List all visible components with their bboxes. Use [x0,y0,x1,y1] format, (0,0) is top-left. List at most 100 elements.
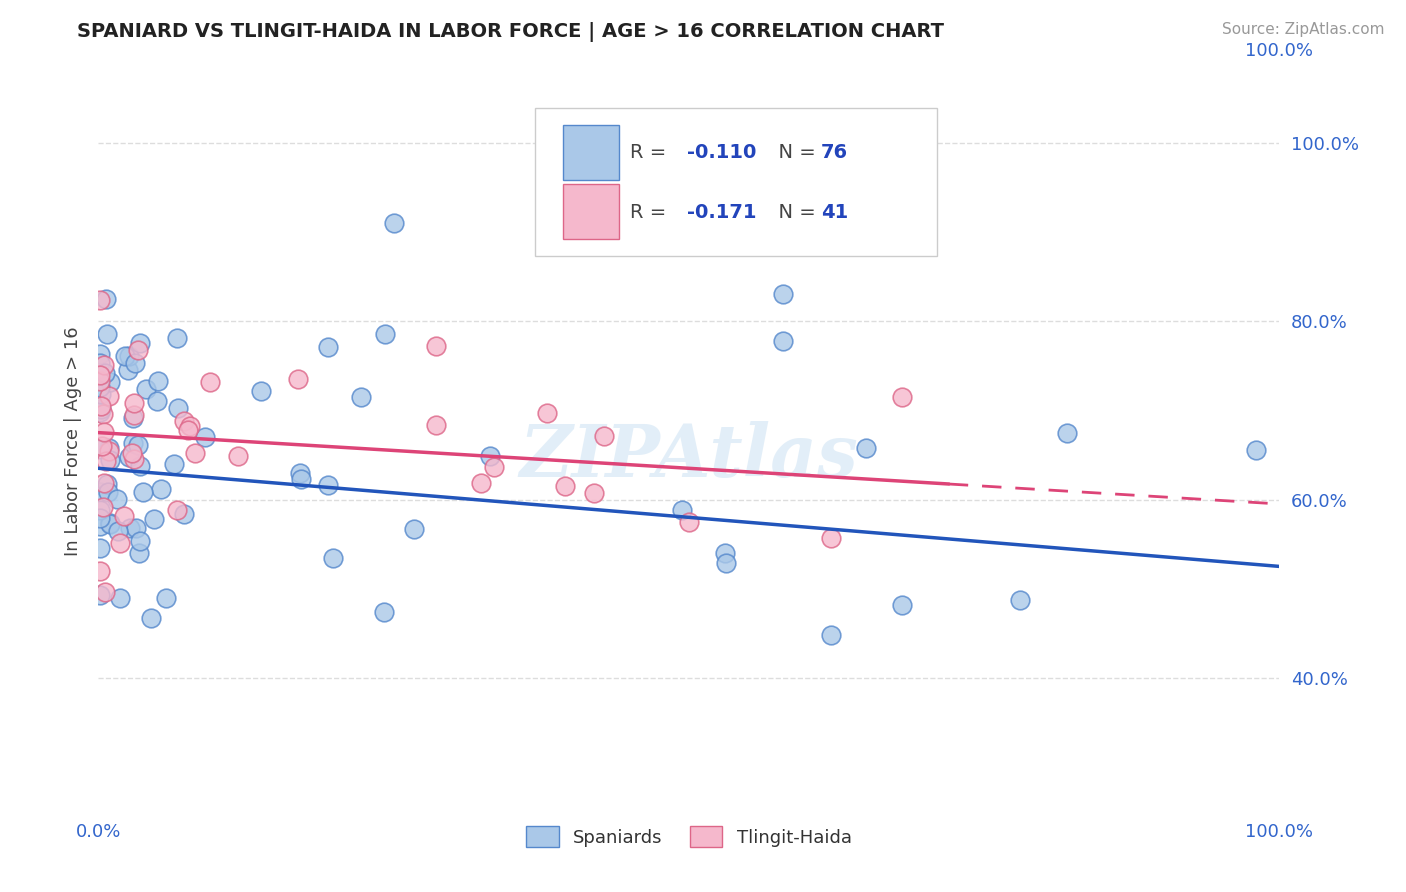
Point [146,393,169,408]
Point [470,475,492,490]
Text: Source: ZipAtlas.com: Source: ZipAtlas.com [1222,22,1385,37]
Point [90,400,112,414]
Point [127,343,149,357]
Point [96,477,118,491]
Point [288,467,311,481]
Point [200,376,222,390]
Point [96,326,118,341]
Point [148,374,170,388]
Point [149,482,172,496]
Point [89,355,111,369]
Point [89,405,111,419]
Point [290,472,312,486]
Point [91,407,114,421]
Point [98,443,121,458]
Point [89,541,111,556]
Point [554,478,576,492]
Point [90,402,112,417]
Point [125,521,148,535]
Point [678,515,700,529]
Point [139,611,162,625]
Point [89,374,111,388]
Point [89,519,111,533]
Point [89,442,111,456]
Point [1244,443,1267,458]
Point [173,414,195,428]
Point [167,401,190,415]
Point [322,550,344,565]
Point [425,339,447,353]
Point [117,363,139,377]
Point [118,521,141,535]
Point [118,450,141,464]
Point [89,510,111,524]
Point [350,390,373,404]
Point [108,536,131,550]
Point [89,368,111,382]
Point [713,546,735,560]
Point [112,508,135,523]
Point [93,425,115,439]
Point [105,491,128,506]
Point [108,591,131,606]
Point [142,512,165,526]
Text: 76: 76 [821,144,848,162]
Y-axis label: In Labor Force | Age > 16: In Labor Force | Age > 16 [65,326,83,557]
Point [90,386,112,401]
Point [163,457,186,471]
Point [122,436,145,450]
Point [155,591,177,605]
Point [128,438,150,452]
Point [98,376,121,390]
Point [94,454,117,468]
Point [122,451,145,466]
Point [89,485,111,500]
Point [89,503,111,517]
Point [250,384,273,398]
Point [226,449,249,463]
Point [100,516,122,531]
Text: R =: R = [630,202,672,221]
FancyBboxPatch shape [562,184,619,239]
Point [373,605,395,619]
Point [714,556,737,570]
Point [194,430,217,444]
Point [107,524,129,538]
Point [128,336,150,351]
Point [287,372,309,386]
Text: N =: N = [766,202,821,221]
Point [93,476,115,491]
Point [98,517,121,532]
Point [124,356,146,370]
Point [114,349,136,363]
Point [177,423,200,437]
Point [425,417,447,432]
Point [89,380,111,394]
Point [89,564,111,578]
Text: R =: R = [630,144,672,162]
Point [482,459,505,474]
Point [97,441,120,455]
Text: -0.171: -0.171 [686,202,756,221]
Point [166,330,188,344]
Point [89,293,111,307]
Point [91,500,114,514]
Point [671,503,693,517]
Point [166,503,188,517]
FancyBboxPatch shape [562,125,619,180]
Point [179,418,201,433]
Point [122,410,145,425]
Point [122,395,145,409]
Point [128,533,150,548]
Point [479,449,502,463]
Point [173,507,195,521]
Point [94,293,117,307]
Text: N =: N = [766,144,821,162]
Point [382,216,405,230]
Text: SPANIARD VS TLINGIT-HAIDA IN LABOR FORCE | AGE > 16 CORRELATION CHART: SPANIARD VS TLINGIT-HAIDA IN LABOR FORCE… [77,22,945,42]
Text: -0.110: -0.110 [686,144,756,162]
Point [93,584,115,599]
Point [593,428,616,442]
Point [318,478,340,492]
Point [1056,426,1078,441]
